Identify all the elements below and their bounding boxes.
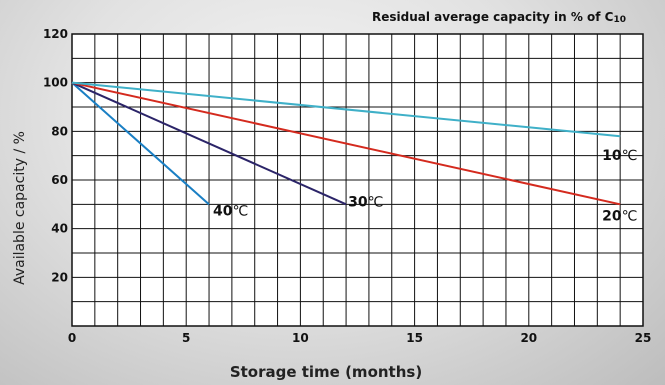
y-tick-label: 120	[43, 27, 68, 41]
series-label-10c: 10℃	[602, 148, 637, 164]
y-tick-label: 80	[51, 124, 68, 138]
plot-border	[71, 33, 644, 327]
y-tick-label: 100	[43, 76, 68, 90]
x-tick-label: 25	[635, 331, 652, 345]
series-label-20c: 20℃	[602, 208, 637, 224]
grid	[72, 34, 643, 326]
series-line-20c	[71, 81, 621, 206]
series-label-30c: 30℃	[348, 194, 383, 210]
y-tick-label: 20	[51, 270, 68, 284]
series-label-40c: 40℃	[213, 203, 248, 219]
x-axis-title: Storage time (months)	[230, 363, 422, 381]
series-line-40c	[71, 81, 210, 206]
y-tick-label: 40	[51, 222, 68, 236]
x-tick-label: 5	[182, 331, 190, 345]
series-line-10c	[71, 81, 621, 138]
axis-ticks: 0 5 10 15 20 25 20 40 60 80 100 120	[43, 27, 651, 345]
x-tick-label: 0	[68, 331, 76, 345]
chart-title-subscript: 10	[613, 15, 626, 25]
x-tick-label: 20	[520, 331, 537, 345]
y-tick-label: 60	[51, 173, 68, 187]
y-axis-title: Available capacity / %	[12, 131, 28, 285]
series-lines	[71, 81, 621, 206]
x-tick-label: 10	[292, 331, 309, 345]
series-line-30c	[71, 81, 347, 206]
chart-title: Residual average capacity in % of C10	[372, 10, 626, 25]
series-labels: 40℃ 30℃ 20℃ 10℃	[213, 148, 637, 224]
x-tick-label: 15	[406, 331, 423, 345]
chart-title-main: Residual average capacity in % of C	[372, 10, 614, 24]
